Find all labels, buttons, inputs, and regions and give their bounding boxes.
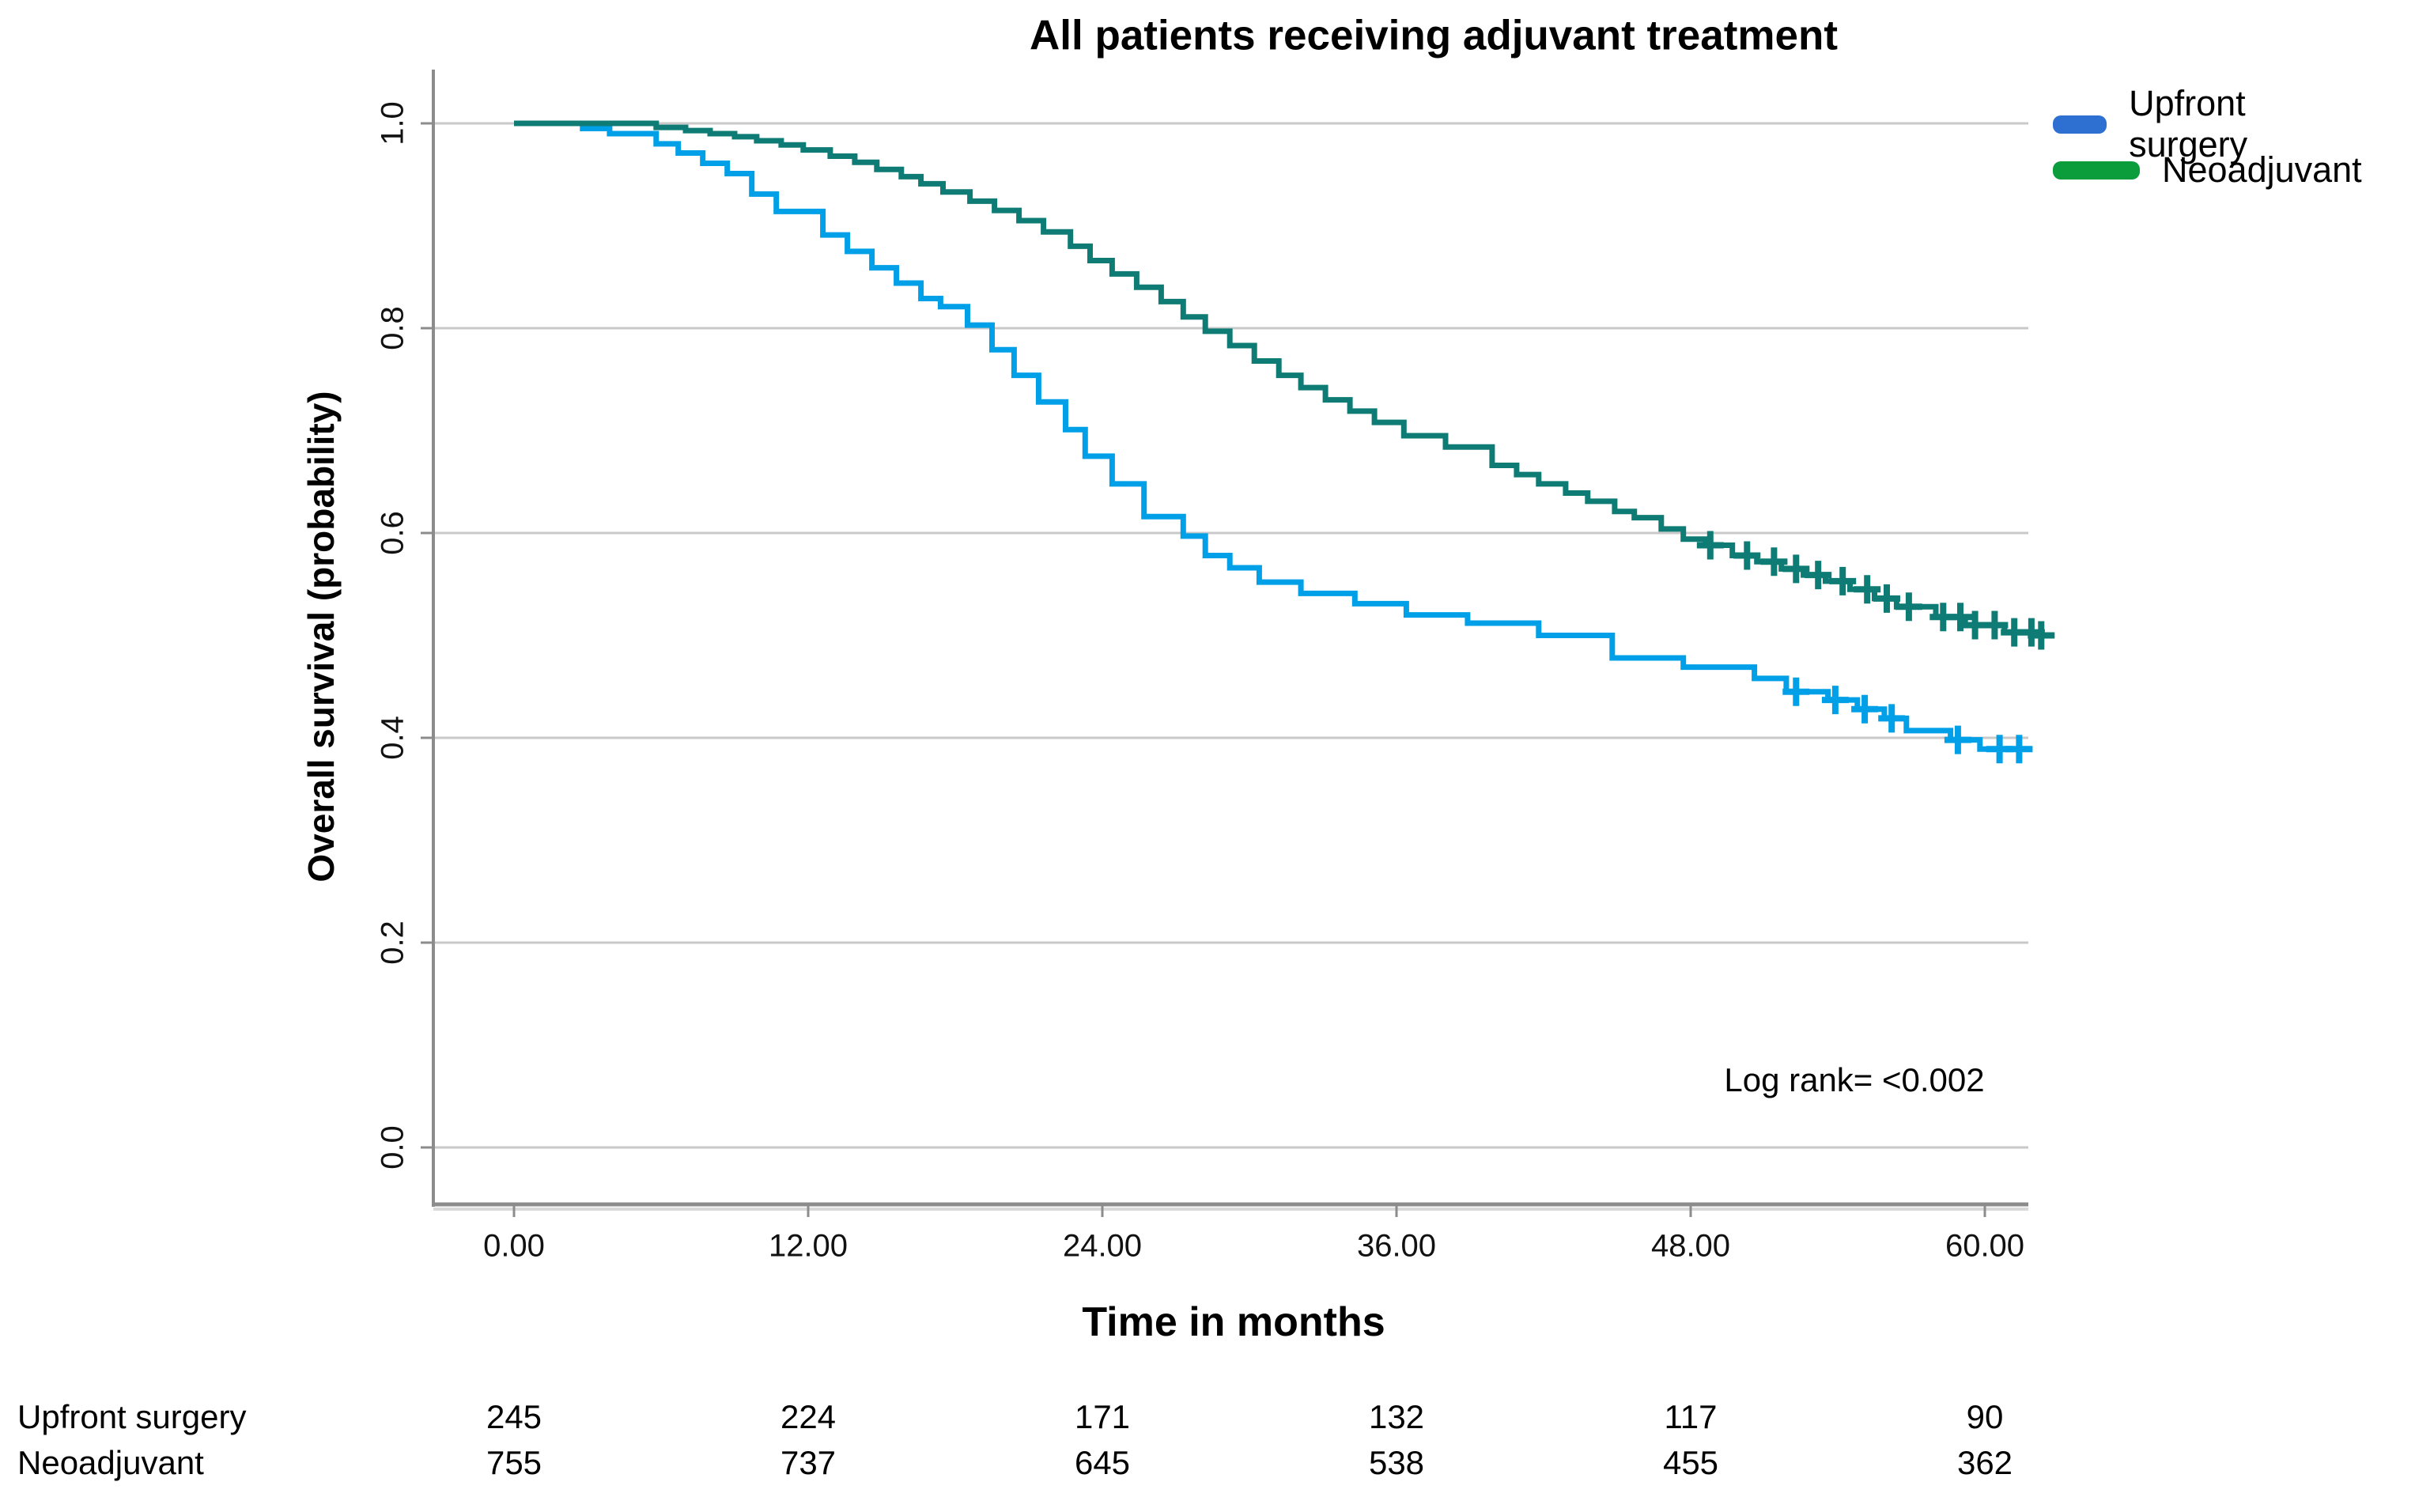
risk-count: 245 [486, 1398, 542, 1435]
risk-count: 224 [780, 1398, 837, 1435]
risk-count: 90 [1966, 1398, 2004, 1435]
legend-label-neoadjuvant: Neoadjuvant [2162, 149, 2362, 190]
legend-swatch-upfront-surgery-icon [2053, 115, 2107, 134]
y-tick-label: 1.0 [375, 101, 410, 146]
x-tick-label: 48.00 [1650, 1228, 1731, 1264]
y-axis-title: Overall survival (probability) [300, 391, 342, 883]
x-tick-label: 36.00 [1356, 1228, 1437, 1264]
survival-curve-neoadjuvant [514, 120, 2044, 638]
y-tick-label: 0.4 [375, 716, 410, 760]
x-tick-label: 24.00 [1062, 1228, 1143, 1264]
y-tick-label: 0.2 [375, 920, 410, 965]
x-tick-label: 12.00 [768, 1228, 848, 1264]
risk-count: 171 [1074, 1398, 1131, 1435]
legend-label-upfront-surgery: Upfront surgery [2129, 83, 2248, 164]
risk-count: 132 [1368, 1398, 1425, 1435]
x-tick-label: 0.00 [483, 1228, 545, 1264]
log-rank-annotation: Log rank= <0.002 [1724, 1061, 1985, 1098]
y-tick-label: 0.6 [375, 511, 410, 555]
risk-row-label-upfront-surgery: Upfront surgery [17, 1398, 247, 1435]
risk-count: 737 [780, 1444, 837, 1481]
survival-curve-upfront-surgery [514, 120, 2029, 752]
legend-item-upfront-surgery: Upfront surgery [2053, 83, 2281, 165]
y-tick-label: 0.0 [375, 1125, 410, 1170]
x-tick-label: 60.00 [1945, 1228, 2025, 1264]
legend-swatch-neoadjuvant-icon [2053, 161, 2140, 180]
risk-count: 362 [1956, 1444, 2013, 1481]
chart-title: All patients receiving adjuvant treatmen… [1030, 12, 1838, 59]
risk-count: 538 [1368, 1444, 1425, 1481]
risk-count: 645 [1074, 1444, 1131, 1481]
risk-count: 455 [1662, 1444, 1719, 1481]
legend-item-neoadjuvant: Neoadjuvant [2053, 149, 2362, 191]
risk-row-label-neoadjuvant: Neoadjuvant [17, 1444, 204, 1481]
risk-count: 117 [1664, 1398, 1718, 1435]
x-axis-title: Time in months [1082, 1299, 1385, 1345]
risk-count: 755 [486, 1444, 542, 1481]
y-tick-label: 0.8 [375, 306, 410, 350]
